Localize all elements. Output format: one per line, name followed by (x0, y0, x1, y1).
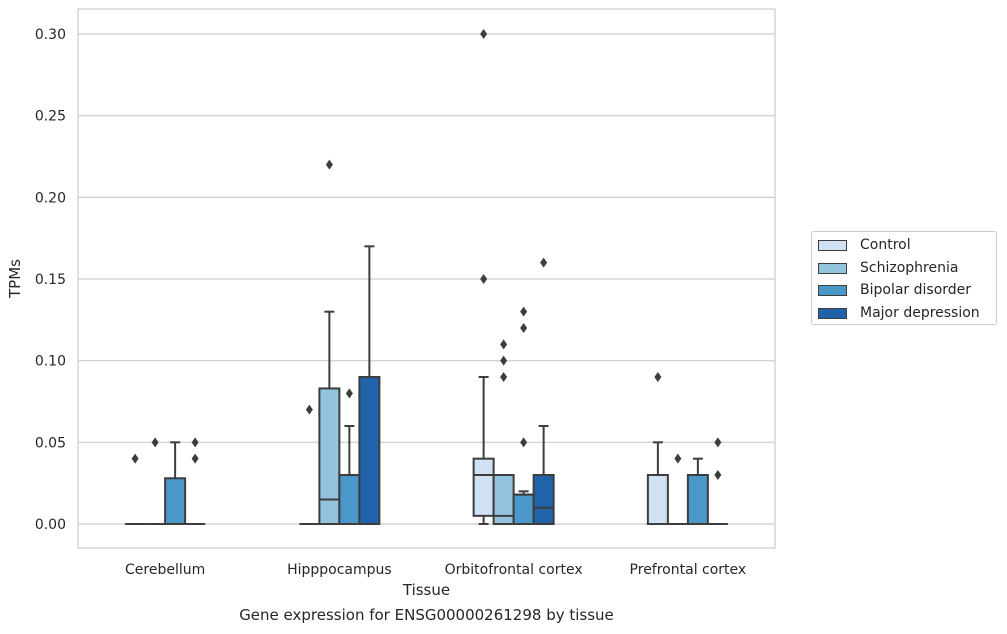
box-schizophrenia-hipppocampus (318, 159, 341, 525)
outlier-point (520, 437, 528, 448)
y-tick-label: 0.20 (35, 190, 66, 206)
outlier-point (480, 274, 488, 285)
legend: Control Schizophrenia Bipolar disorder M… (811, 231, 997, 325)
box-body (338, 474, 361, 526)
box-body (358, 376, 381, 525)
outlier-point (191, 437, 199, 448)
plot-frame (77, 8, 776, 549)
legend-swatch-bipolar-disorder (818, 284, 847, 296)
outlier-point (714, 437, 722, 448)
box-bipolar-disorder-orbitofrontal-cortex (512, 306, 535, 525)
box-schizophrenia-prefrontal-cortex (667, 453, 688, 525)
outlier-point (520, 306, 528, 317)
y-tick-label: 0.30 (35, 27, 66, 43)
y-tick-label: 0.15 (35, 272, 66, 288)
x-tick-labels: Cerebellum Hipppocampus Orbitofrontal cort… (125, 562, 746, 578)
outlier-point (131, 453, 139, 464)
box-major-depression-hipppocampus (358, 245, 381, 525)
box-control-orbitofrontal-cortex (472, 29, 495, 525)
box-body (532, 474, 555, 526)
x-tick-label: Prefrontal cortex (630, 562, 747, 578)
legend-item-bipolar-disorder: Bipolar disorder (818, 280, 971, 300)
box-body (512, 493, 535, 525)
x-tick-label: Cerebellum (125, 562, 205, 578)
legend-item-control: Control (818, 235, 911, 255)
legend-label-bipolar-disorder: Bipolar disorder (860, 282, 972, 298)
box-control-cerebellum (125, 453, 146, 525)
box-control-hipppocampus (299, 404, 320, 525)
outlier-point (674, 453, 682, 464)
box-bipolar-disorder-cerebellum (164, 441, 187, 526)
box-bipolar-disorder-hipppocampus (338, 388, 361, 526)
legend-label-control: Control (860, 237, 911, 253)
y-tick-labels: 0.00 0.05 0.10 0.15 0.20 0.25 0.30 (35, 27, 66, 533)
legend-swatch-control (818, 239, 847, 251)
box-body (472, 457, 495, 517)
outlier-point (654, 372, 662, 383)
y-axis-label: TPMs (6, 259, 24, 299)
box-body (164, 477, 187, 526)
outlier-point (345, 388, 353, 399)
outlier-point (480, 29, 488, 40)
outlier-point (500, 339, 508, 350)
y-tick-label: 0.00 (35, 517, 66, 533)
box-schizophrenia-cerebellum (145, 437, 166, 525)
box-major-depression-cerebellum (185, 437, 206, 525)
y-tick-label: 0.25 (35, 109, 66, 125)
box-major-depression-orbitofrontal-cortex (532, 257, 555, 526)
outlier-point (500, 355, 508, 366)
legend-label-schizophrenia: Schizophrenia (860, 260, 959, 276)
box-body (686, 474, 709, 526)
boxes (125, 29, 728, 526)
box-bipolar-disorder-prefrontal-cortex (686, 457, 709, 526)
outlier-point (325, 159, 333, 170)
legend-label-major-depression: Major depression (860, 305, 980, 321)
grid-lines (78, 33, 775, 525)
chart-caption: Gene expression for ENSG00000261298 by t… (239, 606, 614, 624)
box-schizophrenia-orbitofrontal-cortex (492, 339, 515, 526)
x-tick-label: Orbitofrontal cortex (445, 562, 583, 578)
legend-item-major-depression: Major depression (818, 303, 980, 323)
outlier-point (500, 372, 508, 383)
legend-item-schizophrenia: Schizophrenia (818, 258, 958, 278)
box-body (318, 387, 341, 525)
y-tick-label: 0.10 (35, 354, 66, 370)
box-major-depression-prefrontal-cortex (707, 437, 728, 525)
legend-swatch-major-depression (818, 307, 847, 319)
outlier-point (540, 257, 548, 268)
outlier-point (305, 404, 313, 415)
box-body (646, 474, 669, 526)
box-control-prefrontal-cortex (646, 372, 669, 526)
x-tick-label: Hipppocampus (287, 562, 392, 578)
outlier-point (520, 323, 528, 334)
y-tick-label: 0.05 (35, 435, 66, 451)
outlier-point (191, 453, 199, 464)
legend-swatch-schizophrenia (818, 262, 847, 274)
x-axis-label: Tissue (402, 581, 450, 599)
outlier-point (151, 437, 159, 448)
outlier-point (714, 470, 722, 481)
